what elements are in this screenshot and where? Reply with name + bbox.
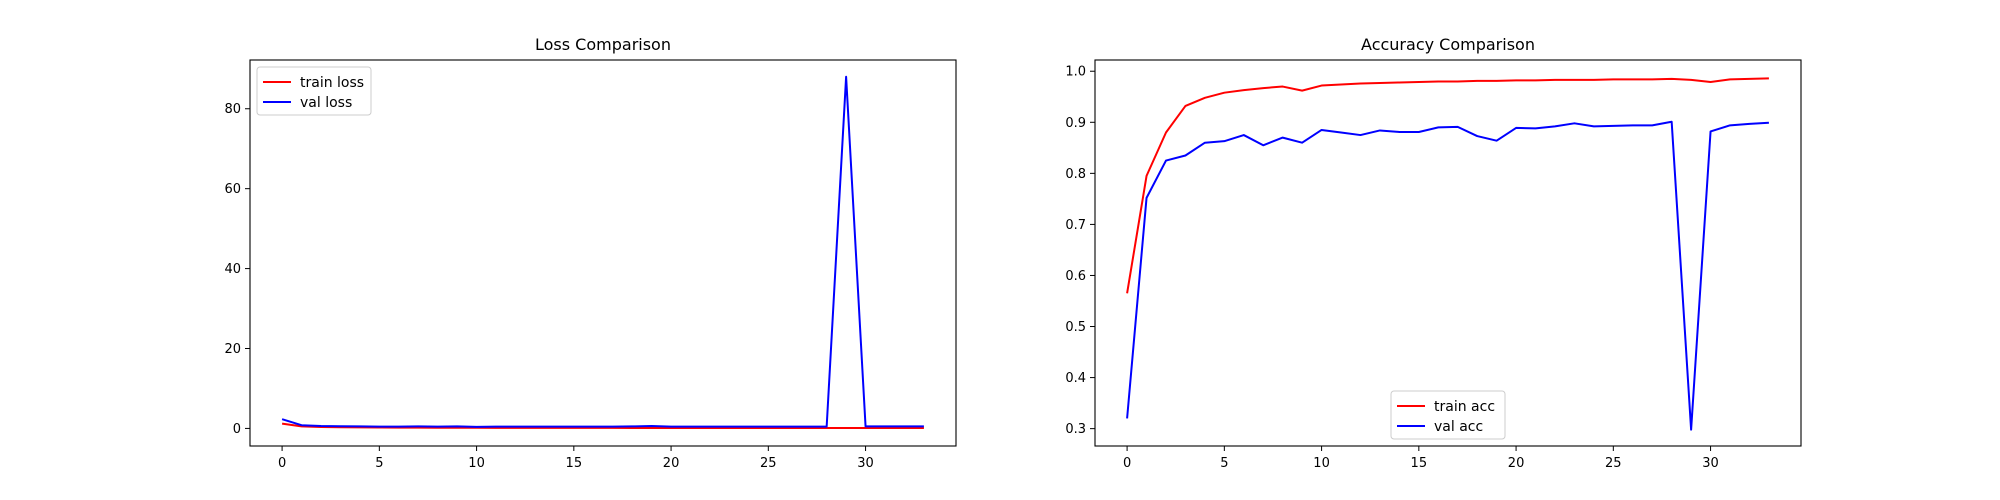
loss-x-tick-label: 10	[468, 456, 485, 471]
acc-series-line-train-acc	[1126, 77, 1769, 294]
loss-series-line-val-loss	[281, 75, 924, 428]
loss-axes-frame	[249, 59, 957, 447]
acc-y-tick-label: 1.0	[1065, 65, 1086, 80]
acc-x-tick-label: 5	[1220, 456, 1228, 471]
loss-y-tick-label: 80	[224, 102, 241, 117]
acc-y-tick-label: 0.3	[1065, 422, 1086, 437]
acc-y-tick-label: 0.4	[1065, 371, 1086, 386]
acc-chart-title: Accuracy Comparison	[1361, 35, 1535, 54]
loss-y-tick-label: 0	[233, 422, 241, 437]
acc-x-tick-label: 15	[1411, 456, 1428, 471]
acc-x-tick-label: 30	[1702, 456, 1719, 471]
loss-chart-title: Loss Comparison	[535, 35, 671, 54]
acc-y-tick-label: 0.8	[1065, 167, 1086, 182]
loss-x-tick-label: 15	[566, 456, 583, 471]
acc-series-line-val-acc	[1126, 120, 1769, 431]
accuracy-comparison-chart: Accuracy Comparison 0 5 10 15 20 25 30 0.3 0.4 0.5…	[1065, 35, 1802, 471]
loss-x-tick-label: 5	[375, 456, 383, 471]
acc-x-tick-label: 20	[1508, 456, 1525, 471]
acc-axes-frame	[1094, 59, 1802, 447]
acc-x-tick-label: 25	[1605, 456, 1622, 471]
loss-x-tick-label: 25	[760, 456, 777, 471]
loss-x-tick-label: 30	[857, 456, 874, 471]
loss-comparison-chart: Loss Comparison 0 5 10 15 20 25 30 0 20 40 60 80 trai…	[224, 35, 957, 471]
loss-y-tick-label: 40	[224, 262, 241, 277]
loss-x-tick-label: 20	[663, 456, 680, 471]
acc-x-tick-label: 0	[1123, 456, 1131, 471]
loss-x-tick-label: 0	[278, 456, 286, 471]
acc-legend-label: train acc	[1434, 399, 1495, 415]
loss-legend-label: val loss	[300, 95, 352, 111]
acc-y-tick-label: 0.6	[1065, 269, 1086, 284]
loss-legend: train loss val loss	[256, 66, 372, 116]
acc-y-tick-label: 0.5	[1065, 320, 1086, 335]
acc-legend: train acc val acc	[1390, 390, 1506, 440]
acc-y-tick-label: 0.7	[1065, 218, 1086, 233]
acc-x-tick-label: 10	[1313, 456, 1330, 471]
loss-legend-label: train loss	[300, 75, 364, 91]
acc-y-tick-label: 0.9	[1065, 116, 1086, 131]
loss-y-tick-label: 20	[224, 342, 241, 357]
acc-legend-label: val acc	[1434, 419, 1483, 435]
loss-y-tick-label: 60	[224, 182, 241, 197]
